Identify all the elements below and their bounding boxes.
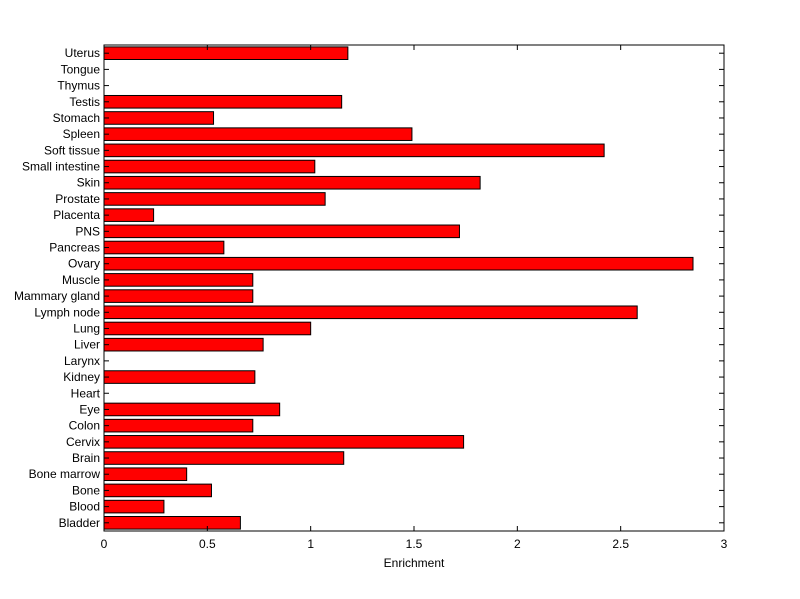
y-axis-ticks: Bladder Blood Bone Bone marrow Brain Cervix Co… (14, 46, 724, 530)
y-tick-label-skin: Skin (77, 176, 100, 190)
x-tick-label-1-5: 1.5 (406, 537, 423, 551)
y-tick-label-placenta: Placenta (53, 208, 100, 222)
y-tick-label-kidney: Kidney (63, 370, 100, 384)
bar-cervix (103, 435, 465, 449)
y-tick-label-eye: Eye (79, 402, 100, 416)
y-tick-label-brain: Brain (72, 451, 100, 465)
bar-small-intestine (103, 159, 316, 174)
y-tick-label-uterus: Uterus (65, 46, 100, 60)
bar-liver (103, 337, 264, 352)
y-tick-label-bladder: Bladder (59, 516, 100, 530)
bar-pancreas (103, 240, 225, 255)
y-tick-label-bone-marrow: Bone marrow (29, 467, 101, 481)
bar-brain (103, 451, 345, 465)
y-tick-label-bone: Bone (72, 483, 100, 497)
y-tick-label-stomach: Stomach (53, 111, 100, 125)
y-tick-label-blood: Blood (69, 500, 100, 514)
y-tick-label-small-intestine: Small intestine (22, 160, 100, 174)
x-tick-label-3: 3 (721, 537, 728, 551)
y-tick-label-thymus: Thymus (57, 79, 100, 93)
y-tick-label-mammary-gland: Mammary gland (14, 289, 100, 303)
x-tick-label-2: 2 (514, 537, 521, 551)
x-tick-label-2-5: 2.5 (612, 537, 629, 551)
bar-placenta (103, 208, 155, 222)
bar-uterus (103, 46, 349, 61)
bar-bone (103, 483, 212, 498)
bar-lymph-node (103, 305, 638, 320)
bar-soft-tissue (103, 143, 605, 158)
x-axis-label: Enrichment (384, 556, 445, 570)
bar-testis (103, 94, 343, 109)
y-tick-label-lymph-node: Lymph node (34, 305, 100, 319)
y-tick-label-liver: Liver (74, 338, 100, 352)
y-tick-label-pancreas: Pancreas (49, 241, 100, 255)
y-tick-label-pns: PNS (75, 224, 100, 238)
y-tick-label-ovary: Ovary (68, 257, 100, 271)
y-tick-label-tongue: Tongue (61, 62, 101, 76)
y-tick-label-spleen: Spleen (63, 127, 100, 141)
y-tick-label-cervix: Cervix (66, 435, 100, 449)
plot-frame (103, 44, 725, 532)
y-tick-label-lung: Lung (73, 321, 100, 335)
y-tick-label-larynx: Larynx (64, 354, 100, 368)
bar-spleen (103, 127, 413, 141)
bar-prostate (103, 192, 326, 206)
y-tick-label-soft-tissue: Soft tissue (44, 143, 100, 157)
bar-mammary-gland (103, 289, 254, 303)
bar-stomach (103, 111, 215, 125)
y-tick-label-colon: Colon (69, 419, 100, 433)
bar-bone-marrow (103, 467, 188, 482)
bar-lung (103, 321, 312, 336)
bar-ovary (103, 256, 694, 271)
y-tick-label-heart: Heart (71, 386, 101, 400)
bar-eye (103, 402, 281, 417)
y-tick-label-prostate: Prostate (55, 192, 100, 206)
x-axis-ticks: 0 0.5 1 1.5 2 2.5 3 (101, 45, 728, 551)
bar-colon (103, 418, 254, 433)
bar-blood (103, 499, 165, 514)
plot-area (104, 45, 724, 531)
x-tick-label-0: 0 (101, 537, 108, 551)
bar-skin (103, 175, 481, 190)
bar-muscle (103, 273, 254, 287)
bar-kidney (103, 370, 256, 384)
x-tick-label-1: 1 (307, 537, 314, 551)
x-tick-label-0-5: 0.5 (199, 537, 216, 551)
y-tick-label-muscle: Muscle (62, 273, 100, 287)
bar-bladder (103, 516, 241, 530)
y-tick-label-testis: Testis (69, 95, 100, 109)
bar-pns (103, 224, 460, 239)
